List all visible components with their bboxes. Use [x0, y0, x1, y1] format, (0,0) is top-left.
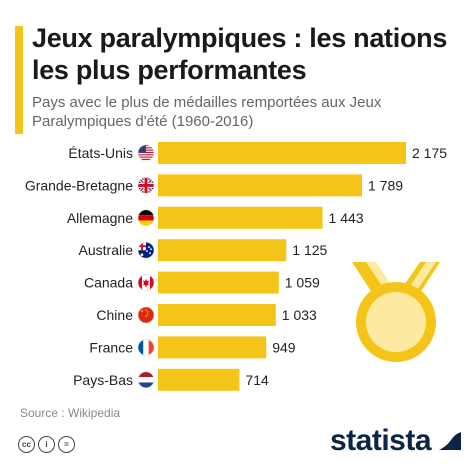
bar-1 — [158, 174, 362, 197]
category-label: Canada — [84, 275, 133, 291]
category-label: Chine — [96, 307, 133, 323]
value-label: 1 789 — [368, 177, 403, 193]
value-label: 714 — [245, 372, 269, 388]
category-label: États-Unis — [68, 145, 133, 161]
brand-name: statista — [330, 424, 432, 457]
uk-flag-icon — [137, 177, 155, 194]
canada-flag-icon — [137, 274, 155, 291]
bar-4 — [158, 271, 279, 294]
value-label: 1 033 — [282, 307, 317, 323]
australia-flag-icon — [137, 241, 155, 259]
category-label: Grande-Bretagne — [25, 177, 133, 193]
bar-7 — [158, 368, 240, 391]
bar-5 — [158, 304, 276, 326]
chart-title: Jeux paralympiques : les nations les plu… — [32, 23, 448, 85]
chart-subtitle: Pays avec le plus de médailles remportée… — [32, 94, 382, 130]
value-label: 949 — [272, 339, 296, 355]
bar-2 — [158, 206, 323, 229]
value-label: 1 059 — [285, 275, 320, 291]
statista-mark-icon — [439, 432, 462, 450]
category-label: Pays-Bas — [73, 372, 133, 388]
license-icons: cc i = — [18, 436, 75, 453]
category-label: France — [89, 339, 133, 355]
us-flag-icon — [137, 144, 155, 162]
title-accent-bar — [15, 26, 23, 134]
china-flag-icon — [137, 306, 155, 324]
value-label: 1 125 — [292, 242, 327, 258]
bar-6 — [158, 336, 267, 359]
bar-3 — [158, 239, 287, 262]
statista-logo[interactable]: statista — [330, 424, 463, 458]
source-note: Source : Wikipedia — [20, 406, 121, 420]
bar-0 — [158, 142, 406, 164]
value-label: 1 443 — [329, 210, 364, 226]
value-label: 2 175 — [412, 145, 447, 161]
cc-icon[interactable]: cc — [18, 436, 35, 453]
germany-flag-icon — [137, 209, 155, 227]
category-label: Allemagne — [67, 210, 133, 226]
france-flag-icon — [137, 339, 155, 356]
category-label: Australie — [79, 242, 134, 258]
netherlands-flag-icon — [137, 371, 155, 389]
medal-icon — [352, 262, 440, 362]
by-icon[interactable]: i — [38, 436, 55, 453]
equals-icon[interactable]: = — [58, 436, 75, 453]
